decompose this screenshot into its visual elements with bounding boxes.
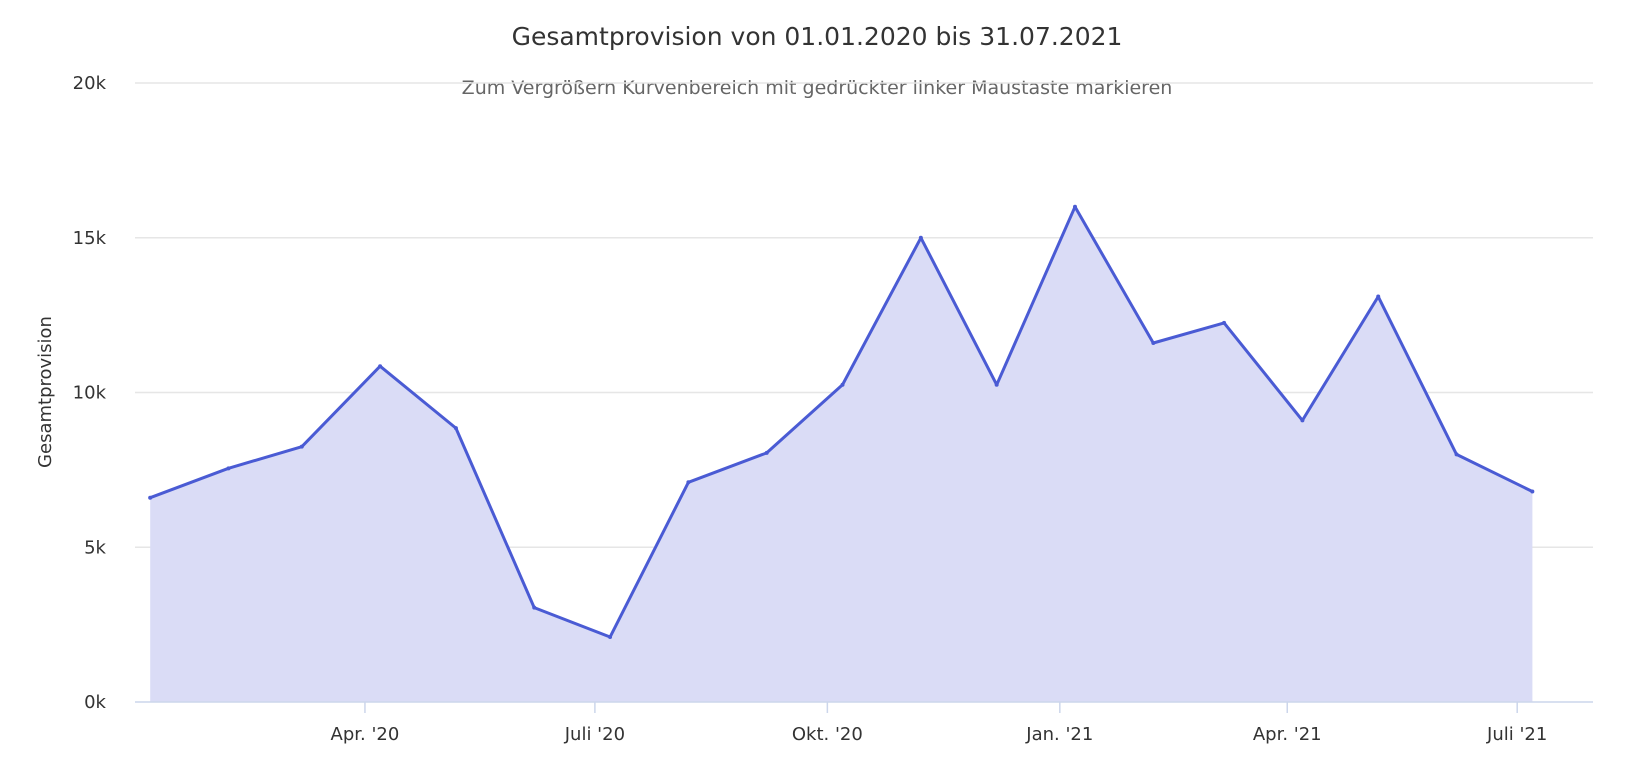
data-point: [378, 364, 383, 369]
data-point: [1072, 204, 1077, 209]
data-point: [226, 466, 231, 471]
chart-title: Gesamtprovision von 01.01.2020 bis 31.07…: [512, 22, 1123, 51]
data-point: [1454, 452, 1459, 457]
data-point: [453, 426, 458, 431]
y-axis-ticks: 0k 5k 10k 15k 20k: [73, 73, 107, 713]
x-tick-label: Okt. '20: [792, 724, 863, 745]
y-axis-title: Gesamtprovision: [35, 316, 56, 468]
data-point: [1151, 340, 1156, 345]
x-tick-label: Juli '21: [1486, 724, 1547, 745]
data-point: [608, 635, 613, 640]
x-tick-label: Juli '20: [564, 724, 625, 745]
x-axis-ticks: Apr. '20 Juli '20 Okt. '20 Jan. '21 Apr. '21…: [331, 702, 1547, 745]
x-tick-label: Apr. '20: [331, 724, 400, 745]
series-area: [148, 204, 1535, 703]
chart-subtitle: Zum Vergrößern Kurvenbereich mit gedrück…: [462, 77, 1173, 99]
x-tick-label: Jan. '21: [1025, 724, 1093, 745]
y-tick-label: 15k: [73, 228, 107, 249]
data-point: [764, 450, 769, 455]
data-point: [1376, 294, 1381, 299]
y-tick-label: 20k: [73, 73, 107, 94]
series-area-fill: [150, 206, 1533, 703]
data-point: [994, 382, 999, 387]
y-tick-label: 0k: [84, 692, 106, 713]
x-tick-label: Apr. '21: [1253, 724, 1322, 745]
y-tick-label: 5k: [84, 537, 106, 558]
data-point: [1222, 320, 1227, 325]
data-point: [148, 495, 153, 500]
data-point: [1530, 489, 1535, 494]
data-point: [299, 444, 304, 449]
data-point: [840, 382, 845, 387]
data-point: [918, 235, 923, 240]
data-point: [532, 605, 537, 610]
y-tick-label: 10k: [73, 383, 107, 404]
data-point: [686, 480, 691, 485]
data-point: [1300, 418, 1305, 423]
